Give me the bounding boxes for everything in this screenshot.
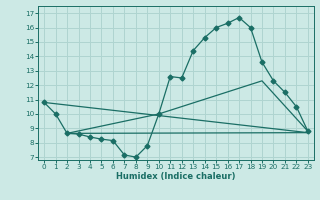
X-axis label: Humidex (Indice chaleur): Humidex (Indice chaleur) xyxy=(116,172,236,181)
